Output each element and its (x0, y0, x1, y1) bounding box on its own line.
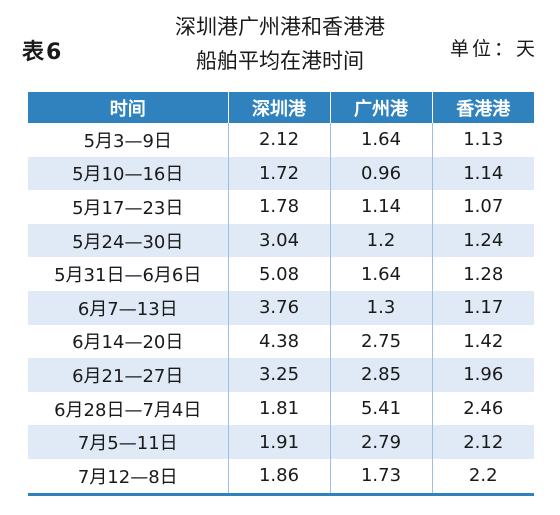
hongkong-cell: 1.96 (432, 358, 534, 392)
header-period: 时间 (28, 92, 229, 123)
unit-label: 单位：天 (449, 38, 538, 60)
table-row: 7月12—8日 1.86 1.73 2.2 (28, 458, 534, 495)
period-cell: 6月21—27日 (28, 358, 229, 392)
table-title-line-2: 船舶平均在港时间 (196, 49, 364, 73)
table-row: 6月28日—7月4日 1.81 5.41 2.46 (28, 391, 534, 426)
port-time-table: 时间 深圳港 广州港 香港港 5月3—9日 2.12 1.64 1.13 5月10—16… (28, 92, 534, 496)
table-row: 5月31日—6月6日 5.08 1.64 1.28 (28, 257, 534, 291)
shenzhen-cell: 1.86 (228, 458, 331, 495)
period-cell: 7月5—11日 (28, 425, 229, 459)
hongkong-cell: 1.42 (463, 330, 504, 352)
table-title-line-1: 深圳港广州港和香港港 (175, 15, 385, 39)
table-row: 7月5—11日 1.91 2.79 2.12 (28, 425, 534, 459)
guangzhou-cell: 1.2 (330, 223, 433, 258)
shenzhen-cell: 4.38 (228, 324, 331, 359)
guangzhou-cell: 5.41 (330, 391, 433, 426)
shenzhen-cell: 2.12 (228, 123, 331, 157)
shenzhen-cell: 1.81 (228, 391, 331, 426)
hongkong-cell: 1.17 (432, 290, 534, 325)
shenzhen-cell: 3.76 (228, 290, 331, 325)
hongkong-cell: 2.46 (463, 398, 504, 420)
header-row: 时间 深圳港 广州港 香港港 (28, 92, 534, 123)
table-row: 6月21—27日 3.25 2.85 1.96 (28, 358, 534, 392)
guangzhou-cell: 1.64 (330, 257, 433, 291)
period-cell: 5月3—9日 (28, 123, 229, 157)
hongkong-cell: 2.2 (468, 465, 498, 487)
guangzhou-cell: 1.14 (330, 190, 433, 224)
table-row: 6月14—20日 4.38 2.75 1.42 (28, 324, 534, 359)
header-shenzhen: 深圳港 (228, 92, 331, 123)
period-cell: 5月10—16日 (28, 156, 229, 191)
guangzhou-cell: 1.3 (330, 290, 433, 325)
shenzhen-cell: 3.04 (228, 223, 331, 258)
period-cell: 6月7—13日 (28, 290, 229, 325)
table-body: 5月3—9日 2.12 1.64 1.13 5月10—16日 1.72 0.96 1.14 5月… (28, 123, 534, 495)
table-row: 5月10—16日 1.72 0.96 1.14 (28, 156, 534, 191)
table-title: 深圳港广州港和香港港 船舶平均在港时间 (110, 10, 450, 78)
guangzhou-cell: 0.96 (330, 156, 433, 191)
shenzhen-cell: 1.72 (228, 156, 331, 191)
hongkong-cell: 1.24 (432, 223, 534, 258)
hongkong-cell: 1.07 (463, 196, 504, 218)
table-row: 5月3—9日 2.12 1.64 1.13 (28, 123, 534, 157)
table-row: 5月17—23日 1.78 1.14 1.07 (28, 190, 534, 224)
guangzhou-cell: 2.75 (330, 324, 433, 359)
guangzhou-cell: 2.79 (330, 425, 433, 459)
shenzhen-cell: 1.91 (228, 425, 331, 459)
period-cell: 5月24—30日 (28, 223, 229, 258)
hongkong-cell: 1.14 (432, 156, 534, 191)
header-guangzhou: 广州港 (330, 92, 433, 123)
shenzhen-cell: 1.78 (228, 190, 331, 224)
guangzhou-cell: 2.85 (330, 358, 433, 392)
hongkong-cell: 1.28 (463, 263, 504, 285)
period-cell: 5月17—23日 (28, 190, 229, 224)
table-row: 5月24—30日 3.04 1.2 1.24 (28, 223, 534, 258)
hongkong-cell: 1.13 (463, 129, 504, 151)
table-row: 6月7—13日 3.76 1.3 1.17 (28, 290, 534, 325)
guangzhou-cell: 1.73 (330, 458, 433, 495)
guangzhou-cell: 1.64 (330, 123, 433, 157)
header-hongkong: 香港港 (432, 92, 534, 123)
table-number: 表6 (22, 40, 64, 65)
shenzhen-cell: 3.25 (228, 358, 331, 392)
period-cell: 7月12—8日 (28, 458, 229, 495)
period-cell: 6月28日—7月4日 (28, 391, 229, 426)
period-cell: 5月31日—6月6日 (28, 257, 229, 291)
shenzhen-cell: 5.08 (228, 257, 331, 291)
hongkong-cell: 2.12 (432, 425, 534, 459)
period-cell: 6月14—20日 (28, 324, 229, 359)
